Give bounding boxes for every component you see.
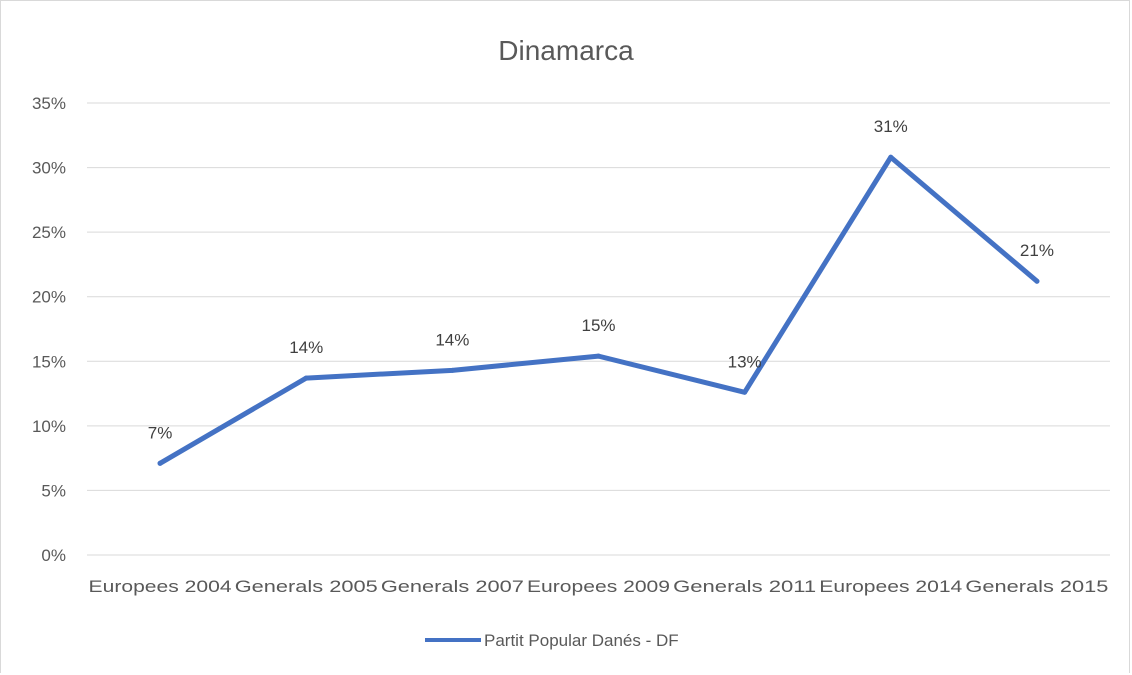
- data-point: [596, 353, 601, 359]
- x-axis-ticks: Europees 2004 Generals 2005 Generals 2007 E…: [89, 577, 1109, 596]
- y-tick-label: 15%: [32, 352, 66, 371]
- y-tick-label: 30%: [32, 159, 66, 178]
- y-tick-label: 0%: [41, 546, 66, 565]
- chart-title: Dinamarca: [498, 35, 634, 66]
- y-tick-label: 5%: [41, 481, 66, 500]
- data-labels: 7% 14% 14% 15% 13% 31% 21%: [148, 117, 1054, 442]
- data-point: [888, 154, 894, 160]
- y-axis-ticks: 0% 5% 10% 15% 20% 25% 30% 35%: [32, 94, 66, 565]
- y-tick-label: 10%: [32, 417, 66, 436]
- data-point: [449, 367, 455, 373]
- data-label: 31%: [874, 117, 908, 136]
- x-tick-label: Generals 2007: [381, 577, 524, 596]
- x-tick-label: Europees 2004: [89, 577, 232, 596]
- series-group: [157, 154, 1040, 466]
- gridlines: [87, 102, 1110, 556]
- data-point: [742, 389, 748, 395]
- x-tick-label: Europees 2014: [819, 577, 962, 596]
- series-line: [157, 154, 1040, 466]
- x-tick-label: Generals 2015: [965, 577, 1108, 596]
- data-label: 14%: [435, 330, 469, 349]
- data-label: 13%: [728, 352, 762, 371]
- data-label: 21%: [1020, 241, 1054, 260]
- y-tick-label: 25%: [32, 223, 66, 242]
- data-point: [157, 460, 163, 466]
- x-tick-label: Europees 2009: [527, 577, 670, 596]
- legend-label: Partit Popular Danés - DF: [484, 631, 679, 650]
- data-point: [303, 375, 309, 381]
- legend: Partit Popular Danés - DF: [425, 631, 679, 650]
- x-tick-label: Generals 2005: [235, 577, 378, 596]
- data-label: 14%: [289, 338, 323, 357]
- x-tick-label: Generals 2011: [673, 577, 816, 596]
- y-tick-label: 20%: [32, 288, 66, 307]
- data-point: [1034, 278, 1040, 284]
- data-label: 7%: [148, 423, 173, 442]
- data-label: 15%: [581, 316, 615, 335]
- y-tick-label: 35%: [32, 94, 66, 113]
